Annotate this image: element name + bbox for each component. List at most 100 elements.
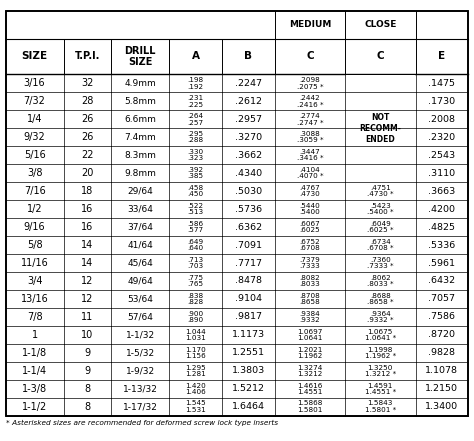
Text: 1.3274
1.3212: 1.3274 1.3212 (297, 365, 323, 377)
Text: 1.044
1.031: 1.044 1.031 (185, 329, 206, 341)
Text: 1.1173: 1.1173 (232, 330, 265, 340)
Text: 1-9/32: 1-9/32 (126, 366, 155, 375)
Text: 14: 14 (81, 258, 93, 268)
Bar (346, 75, 415, 92)
Text: .4825: .4825 (428, 223, 456, 232)
Text: 9: 9 (84, 366, 91, 376)
Text: 3/8: 3/8 (27, 168, 42, 178)
Text: .9828: .9828 (428, 348, 456, 357)
Text: 7.4mm: 7.4mm (124, 133, 156, 142)
Text: 29/64: 29/64 (128, 187, 153, 195)
Text: .4104
.4070 *: .4104 .4070 * (297, 167, 323, 179)
Text: 1.1078: 1.1078 (425, 366, 458, 375)
Text: B: B (244, 51, 252, 61)
Text: 5.8mm: 5.8mm (124, 97, 156, 106)
Text: .1475: .1475 (428, 78, 456, 88)
Text: C: C (306, 51, 314, 61)
Text: .295
.288: .295 .288 (187, 131, 203, 143)
Text: 9/32: 9/32 (24, 132, 46, 142)
Text: .3270: .3270 (235, 133, 262, 142)
Text: 12: 12 (81, 294, 93, 304)
Text: .2442
.2416 *: .2442 .2416 * (297, 95, 323, 108)
Text: 3/16: 3/16 (24, 78, 46, 88)
Text: .9104: .9104 (235, 295, 262, 303)
Text: .2098
.2075 *: .2098 .2075 * (297, 77, 323, 90)
Text: .2320: .2320 (428, 133, 456, 142)
Text: .775
.765: .775 .765 (187, 275, 203, 288)
Text: 3/4: 3/4 (27, 276, 42, 286)
Text: .2008: .2008 (428, 115, 456, 123)
Text: .6049
.6025 *: .6049 .6025 * (367, 220, 393, 233)
Text: .6752
.6708: .6752 .6708 (300, 239, 320, 251)
Text: .5440
.5400: .5440 .5400 (300, 203, 320, 216)
Text: .8478: .8478 (235, 277, 262, 285)
Text: 1.170
1.156: 1.170 1.156 (185, 347, 206, 359)
Text: 32: 32 (81, 78, 93, 88)
Text: 41/64: 41/64 (128, 240, 153, 250)
Text: .8688
.8658 *: .8688 .8658 * (367, 292, 393, 305)
Text: .9364
.9332 *: .9364 .9332 * (367, 310, 393, 323)
Text: 37/64: 37/64 (127, 223, 153, 232)
Text: 5/8: 5/8 (27, 240, 42, 250)
Text: .3088
.3059 *: .3088 .3059 * (297, 131, 323, 143)
Text: 12: 12 (81, 276, 93, 286)
Text: 1-17/32: 1-17/32 (123, 402, 158, 411)
Text: 1-1/32: 1-1/32 (126, 330, 155, 340)
Text: 1.5843
1.5801 *: 1.5843 1.5801 * (365, 400, 396, 413)
Text: .7057: .7057 (428, 295, 456, 303)
Text: 1.3250
1.3212 *: 1.3250 1.3212 * (365, 365, 396, 377)
Text: 9.8mm: 9.8mm (124, 168, 156, 178)
Text: .264
.257: .264 .257 (187, 113, 203, 126)
Text: 1-13/32: 1-13/32 (123, 385, 158, 393)
Text: 1.1998
1.1962 *: 1.1998 1.1962 * (365, 347, 396, 359)
Text: 1.295
1.281: 1.295 1.281 (185, 365, 206, 377)
Text: 20: 20 (81, 168, 93, 178)
Text: MEDIUM: MEDIUM (289, 20, 331, 29)
Text: 1: 1 (32, 330, 37, 340)
Bar (346, 164, 415, 182)
Text: .2957: .2957 (235, 115, 262, 123)
Text: .713
.703: .713 .703 (187, 257, 203, 269)
Text: .649
.640: .649 .640 (187, 239, 203, 251)
Text: 1.6464: 1.6464 (232, 402, 265, 411)
Text: .8720: .8720 (428, 330, 456, 340)
Text: DRILL
SIZE: DRILL SIZE (125, 46, 156, 67)
Text: .4200: .4200 (428, 205, 456, 213)
Text: 1.2150: 1.2150 (425, 385, 458, 393)
Text: 1.0697
1.0641: 1.0697 1.0641 (297, 329, 323, 341)
Text: 1.0675
1.0641 *: 1.0675 1.0641 * (365, 329, 396, 341)
Text: 1/2: 1/2 (27, 204, 42, 214)
Bar (346, 129, 415, 146)
Text: .330
.323: .330 .323 (187, 149, 203, 161)
Text: .392
.385: .392 .385 (187, 167, 203, 179)
Text: .5736: .5736 (235, 205, 262, 213)
Text: .2247: .2247 (235, 78, 262, 88)
Text: 1.4616
1.4551: 1.4616 1.4551 (297, 382, 323, 395)
Text: 18: 18 (81, 186, 93, 196)
Text: CLOSE: CLOSE (364, 20, 396, 29)
Text: .3110: .3110 (428, 168, 456, 178)
Text: .6067
.6025: .6067 .6025 (300, 220, 320, 233)
Text: .7586: .7586 (428, 313, 456, 321)
Text: .6362: .6362 (235, 223, 262, 232)
Text: T.P.I.: T.P.I. (75, 51, 100, 61)
Text: .4340: .4340 (235, 168, 262, 178)
Text: .231
.225: .231 .225 (187, 95, 203, 108)
Text: .9817: .9817 (235, 313, 262, 321)
Text: 8: 8 (84, 402, 91, 412)
Text: .6734
.6708 *: .6734 .6708 * (367, 239, 393, 251)
Text: .3663: .3663 (428, 187, 456, 195)
Text: 1.5868
1.5801: 1.5868 1.5801 (297, 400, 323, 413)
Text: .2612: .2612 (235, 97, 262, 106)
Text: 1/4: 1/4 (27, 114, 42, 124)
Text: 11: 11 (81, 312, 93, 322)
Text: 9: 9 (84, 348, 91, 358)
Text: .5423
.5400 *: .5423 .5400 * (367, 203, 393, 216)
Text: 10: 10 (81, 330, 93, 340)
Text: .8708
.8658: .8708 .8658 (300, 292, 320, 305)
Text: .522
.513: .522 .513 (187, 203, 203, 216)
Text: .7091: .7091 (235, 240, 262, 250)
Text: .5030: .5030 (235, 187, 262, 195)
Text: E: E (438, 51, 446, 61)
Text: 1.4591
1.4551 *: 1.4591 1.4551 * (365, 382, 396, 395)
